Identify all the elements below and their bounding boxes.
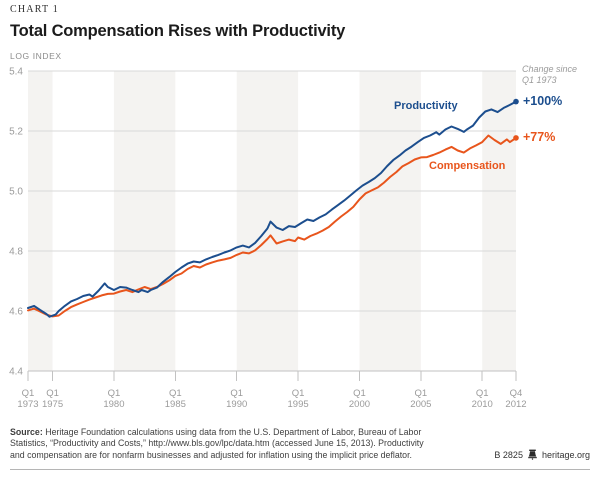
series-endpoint-productivity <box>513 98 519 105</box>
background-band <box>113 71 176 371</box>
background-band <box>236 71 299 371</box>
chart-kicker: CHART 1 <box>10 4 60 15</box>
productivity-series-label: Productivity <box>394 100 458 112</box>
x-axis-tick-label-quarter: Q1 <box>415 388 428 399</box>
x-axis-tick-label-year: 1990 <box>226 399 247 410</box>
y-axis-tick-label: 5.4 <box>9 67 23 78</box>
x-axis-tick-label-year: 2010 <box>472 399 493 410</box>
footer-right: B 2825 heritage.org <box>494 449 590 460</box>
productivity-change-value: +100% <box>523 94 563 108</box>
x-axis-tick-label-quarter: Q1 <box>230 388 243 399</box>
x-axis-tick-label-quarter: Q1 <box>46 388 59 399</box>
heritage-bell-icon <box>528 449 537 460</box>
x-axis-tick-label-year: 1973 <box>17 399 38 410</box>
x-axis-tick-label-quarter: Q1 <box>108 388 121 399</box>
document-id: B 2825 <box>494 449 523 460</box>
bottom-divider <box>10 469 590 470</box>
x-axis-tick-label-year: 1980 <box>103 399 124 410</box>
background-band <box>359 71 421 371</box>
y-axis-tick-label: 5.2 <box>9 127 23 138</box>
y-axis-tick-label: 5.0 <box>9 187 23 198</box>
source-note: Source: Heritage Foundation calculations… <box>10 427 472 461</box>
source-label: Source: <box>10 427 43 437</box>
compensation-series-label: Compensation <box>429 160 506 172</box>
series-line-productivity <box>27 100 517 318</box>
y-axis-tick-label: 4.4 <box>9 367 23 378</box>
x-axis-tick-label-quarter: Q1 <box>292 388 305 399</box>
x-axis-tick-label-year: 2005 <box>410 399 431 410</box>
background-band <box>28 71 53 371</box>
website-url: heritage.org <box>541 449 590 460</box>
change-since-note: Change since Q1 1973 <box>522 64 578 85</box>
x-axis-tick-label-quarter: Q1 <box>353 388 366 399</box>
x-axis-tick-label-year: 1995 <box>288 399 309 410</box>
y-axis-tick-label: 4.6 <box>9 307 23 318</box>
x-axis-tick-label-year: 1985 <box>165 399 186 410</box>
series-line-compensation <box>27 134 517 318</box>
x-axis-tick-label-year: 2000 <box>349 399 370 410</box>
y-axis-unit-label: LOG INDEX <box>10 51 62 61</box>
page-title: Total Compensation Rises with Productivi… <box>10 22 346 40</box>
x-axis-tick-label-quarter: Q1 <box>169 388 182 399</box>
x-axis-tick-label-quarter: Q1 <box>22 388 35 399</box>
source-text: Heritage Foundation calculations using d… <box>10 427 424 460</box>
x-axis-tick-label-quarter: Q4 <box>510 388 523 399</box>
background-band <box>482 71 516 371</box>
series-endpoint-compensation <box>513 135 519 141</box>
compensation-change-value: +77% <box>523 130 556 144</box>
x-axis-tick-label-year: 1975 <box>42 399 63 410</box>
x-axis-tick-label-year: 2012 <box>505 399 526 410</box>
y-axis-tick-label: 4.8 <box>9 247 23 258</box>
x-axis-tick-label-quarter: Q1 <box>476 388 489 399</box>
